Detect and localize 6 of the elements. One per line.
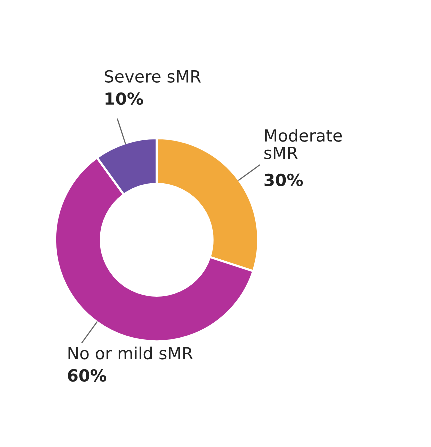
slice-label: No or mild sMR — [68, 346, 193, 360]
data-label: 30% — [264, 174, 304, 186]
slice-label: Moderate sMR — [264, 129, 342, 160]
data-label: 10% — [106, 92, 144, 106]
slice-label: Severe sMR — [105, 70, 202, 83]
data-label: 60% — [68, 369, 107, 382]
